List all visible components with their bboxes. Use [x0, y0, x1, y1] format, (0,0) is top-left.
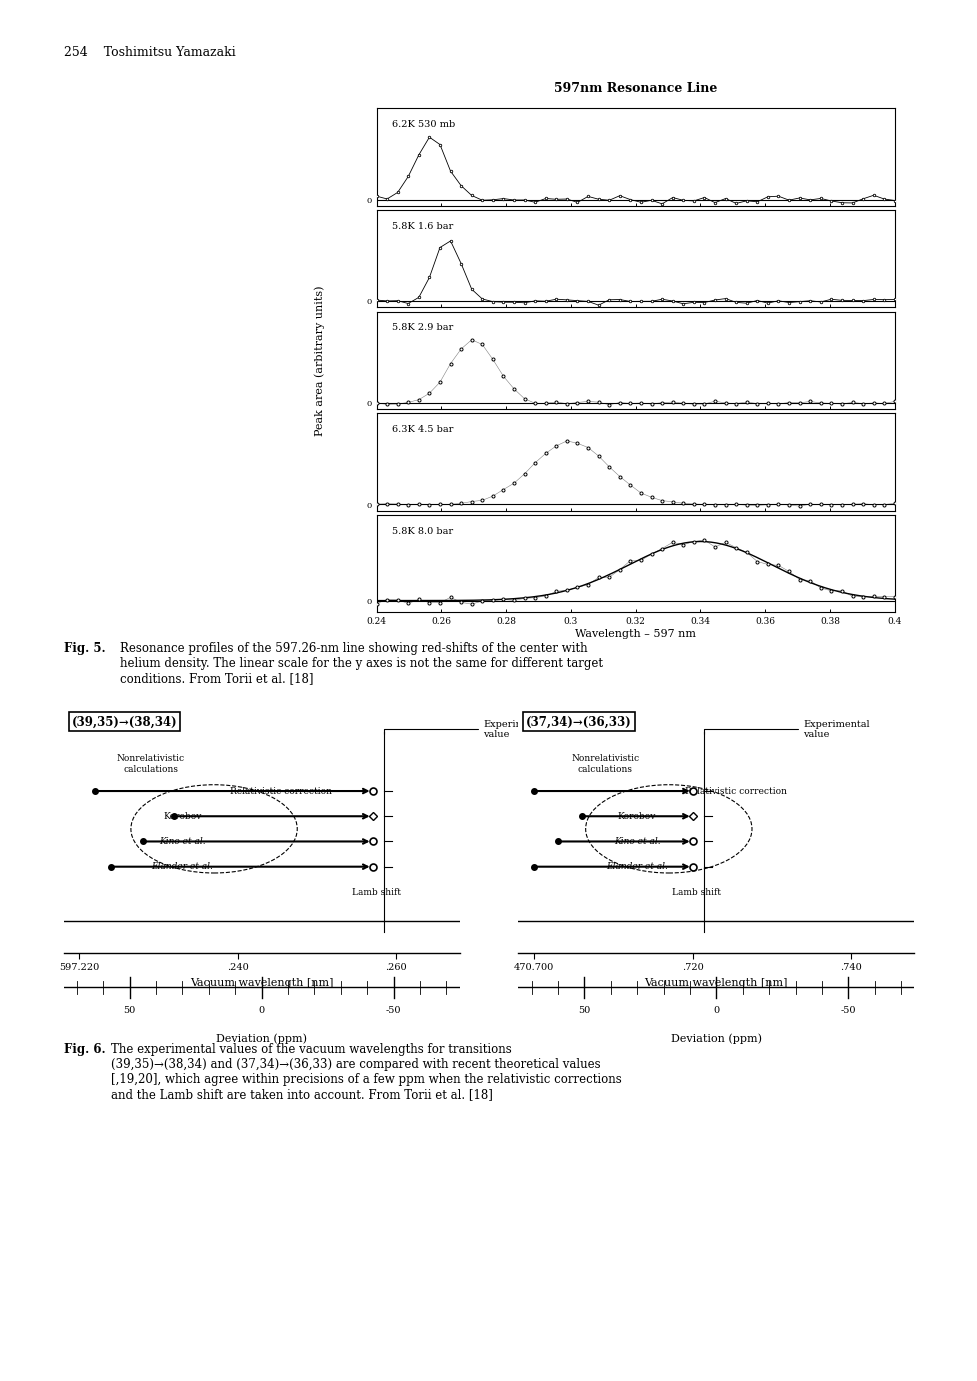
Text: -50: -50	[386, 1005, 401, 1015]
Text: 6.2K 530 mb: 6.2K 530 mb	[392, 120, 455, 128]
Text: -50: -50	[840, 1005, 855, 1015]
Text: Relativistic correction: Relativistic correction	[685, 787, 786, 795]
Text: 50: 50	[577, 1005, 590, 1015]
Text: (37,34)→(36,33): (37,34)→(36,33)	[526, 715, 631, 728]
Text: 50: 50	[123, 1005, 136, 1015]
Text: 0: 0	[712, 1005, 719, 1015]
Text: Fig. 5.: Fig. 5.	[64, 642, 106, 655]
Text: Korobov: Korobov	[163, 812, 201, 820]
Text: Nonrelativistic
calculations: Nonrelativistic calculations	[116, 754, 185, 773]
Text: 597nm Resonance Line: 597nm Resonance Line	[553, 83, 717, 95]
X-axis label: Vacuum wavelength [nm]: Vacuum wavelength [nm]	[644, 978, 787, 987]
Text: Peak area (arbitrary units): Peak area (arbitrary units)	[315, 286, 324, 435]
Text: Fig. 6.: Fig. 6.	[64, 1043, 106, 1055]
Text: Korobov: Korobov	[617, 812, 656, 820]
Text: 0: 0	[258, 1005, 265, 1015]
Text: Kino et al.: Kino et al.	[614, 837, 659, 847]
Text: Experimental
value: Experimental value	[384, 720, 549, 739]
Text: Resonance profiles of the 597.26-nm line showing red-shifts of the center with
h: Resonance profiles of the 597.26-nm line…	[120, 642, 603, 685]
Text: 6.3K 4.5 bar: 6.3K 4.5 bar	[392, 425, 453, 434]
Text: The experimental values of the vacuum wavelengths for transitions
(39,35)→(38,34: The experimental values of the vacuum wa…	[110, 1043, 620, 1101]
Text: 254    Toshimitsu Yamazaki: 254 Toshimitsu Yamazaki	[64, 46, 235, 58]
Text: Lamb shift: Lamb shift	[671, 888, 720, 896]
Text: Deviation (ppm): Deviation (ppm)	[216, 1033, 307, 1044]
Text: Experimental
value: Experimental value	[703, 720, 870, 739]
Text: Deviation (ppm): Deviation (ppm)	[670, 1033, 761, 1044]
Text: Elander et al.: Elander et al.	[606, 862, 667, 871]
Text: Nonrelativistic
calculations: Nonrelativistic calculations	[571, 754, 639, 773]
Text: Elander et al.: Elander et al.	[151, 862, 213, 871]
Text: 5.8K 1.6 bar: 5.8K 1.6 bar	[392, 222, 453, 231]
X-axis label: Wavelength – 597 nm: Wavelength – 597 nm	[574, 630, 696, 639]
Text: 5.8K 8.0 bar: 5.8K 8.0 bar	[392, 526, 452, 536]
Text: Lamb shift: Lamb shift	[352, 888, 401, 896]
Text: (39,35)→(38,34): (39,35)→(38,34)	[71, 715, 177, 728]
Text: Relativistic correction: Relativistic correction	[231, 787, 332, 795]
Text: 5.8K 2.9 bar: 5.8K 2.9 bar	[392, 323, 453, 333]
X-axis label: Vacuum wavelength [nm]: Vacuum wavelength [nm]	[190, 978, 333, 987]
Text: Kino et al.: Kino et al.	[159, 837, 205, 847]
